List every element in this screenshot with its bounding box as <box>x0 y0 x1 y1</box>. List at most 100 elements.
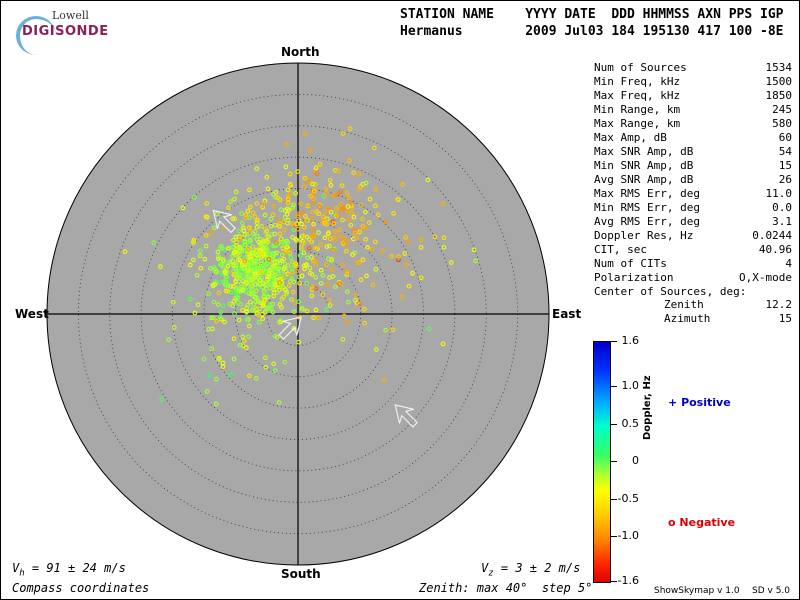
stat-label: Max SNR Amp, dB <box>594 145 694 158</box>
echo-source-point <box>345 204 351 209</box>
echo-source-point <box>270 253 275 259</box>
echo-source-point <box>380 248 386 254</box>
doppler-colorbar <box>593 341 611 583</box>
echo-source-point <box>347 126 353 131</box>
echo-source-point <box>234 268 240 274</box>
echo-source-point <box>268 216 274 222</box>
echo-source-point <box>390 327 396 333</box>
echo-source-point <box>404 262 409 268</box>
echo-source-point <box>286 217 291 223</box>
echo-source-point <box>264 229 270 234</box>
echo-source-point <box>254 306 259 311</box>
echo-source-point <box>260 316 265 322</box>
echo-source-point <box>231 336 237 342</box>
echo-source-point <box>290 234 295 240</box>
echo-source-point <box>400 182 406 187</box>
echo-source-point <box>215 249 221 255</box>
echo-source-point <box>237 236 243 242</box>
echo-source-point <box>245 208 251 214</box>
echo-source-point <box>253 282 258 287</box>
echo-source-point <box>250 277 256 283</box>
logo-top-text: Lowell <box>52 9 89 22</box>
echo-source-point <box>201 356 207 362</box>
echo-source-point <box>311 196 316 202</box>
echo-source-point <box>338 280 344 286</box>
echo-source-point <box>346 195 352 201</box>
echo-source-point <box>221 279 227 284</box>
echo-source-point <box>298 244 304 249</box>
stat-value: 60 <box>778 131 792 144</box>
echo-source-point <box>274 265 280 271</box>
echo-source-point <box>238 281 244 286</box>
compass-east: East <box>552 307 582 321</box>
echo-source-point <box>253 274 258 280</box>
echo-source-point <box>353 292 359 298</box>
echo-source-point <box>309 284 315 290</box>
echo-source-point <box>296 211 301 217</box>
echo-source-point <box>254 224 260 230</box>
echo-source-point <box>291 326 297 331</box>
footer-version: ShowSkymap v 1.0 <box>654 586 740 596</box>
echo-source-point <box>318 280 324 286</box>
echo-source-point <box>246 246 251 252</box>
echo-source-point <box>266 271 272 277</box>
echo-source-point <box>290 289 296 295</box>
echo-source-point <box>279 252 285 258</box>
stat-value: 54 <box>778 145 792 158</box>
echo-source-point <box>266 256 272 262</box>
echo-source-point <box>285 187 291 193</box>
echo-source-point <box>340 262 346 268</box>
echo-source-point <box>301 224 307 230</box>
echo-source-point <box>270 301 276 307</box>
echo-source-point <box>322 235 328 241</box>
echo-source-point <box>302 184 307 190</box>
stat-value: 3.1 <box>772 215 792 228</box>
echo-source-point <box>324 307 329 312</box>
echo-source-point <box>277 280 282 285</box>
echo-source-point <box>299 273 305 279</box>
echo-source-point <box>263 355 268 361</box>
echo-source-point <box>448 260 454 265</box>
stat-row: Min RMS Err, deg 0.0 <box>594 201 792 215</box>
stat-value: 0.0244 <box>752 229 792 242</box>
echo-source-point <box>305 255 310 261</box>
echo-source-point <box>473 258 479 264</box>
coordinate-system-note: Compass coordinates <box>12 581 150 595</box>
echo-source-point <box>260 245 266 251</box>
stat-label: Min Freq, kHz <box>594 75 681 88</box>
stat-value: 1500 <box>765 75 793 88</box>
echo-source-point <box>122 249 128 254</box>
echo-source-point <box>335 192 341 198</box>
echo-source-point <box>359 202 364 208</box>
echo-source-point <box>247 373 252 379</box>
echo-source-point <box>241 242 247 248</box>
echo-source-point <box>284 291 289 297</box>
echo-source-point <box>236 317 242 323</box>
echo-source-point <box>308 193 313 199</box>
echo-source-point <box>310 181 315 187</box>
colorbar-tick <box>611 341 617 342</box>
echo-source-point <box>221 258 226 264</box>
echo-source-point <box>366 220 372 225</box>
echo-source-point <box>290 205 295 210</box>
vz-symbol: V <box>481 561 489 575</box>
lowell-logo <box>8 8 98 55</box>
echo-source-point <box>313 262 319 267</box>
echo-source-point <box>313 286 318 291</box>
echo-source-point <box>336 233 342 239</box>
echo-source-point <box>206 291 211 296</box>
echo-source-point <box>217 315 223 320</box>
echo-source-point <box>271 191 276 197</box>
echo-source-point <box>441 244 447 250</box>
echo-source-point <box>159 397 164 403</box>
echo-source-point <box>276 287 282 293</box>
stat-row: Max Range, km 580 <box>594 117 792 131</box>
colorbar-tick-label: 0.5 <box>621 417 640 430</box>
echo-source-point <box>347 158 352 164</box>
echo-source-point <box>318 242 324 247</box>
echo-source-point <box>245 232 250 237</box>
echo-source-point <box>158 264 163 269</box>
echo-source-point <box>276 400 282 405</box>
stat-value: 245 <box>772 103 792 116</box>
echo-source-point <box>255 265 261 271</box>
